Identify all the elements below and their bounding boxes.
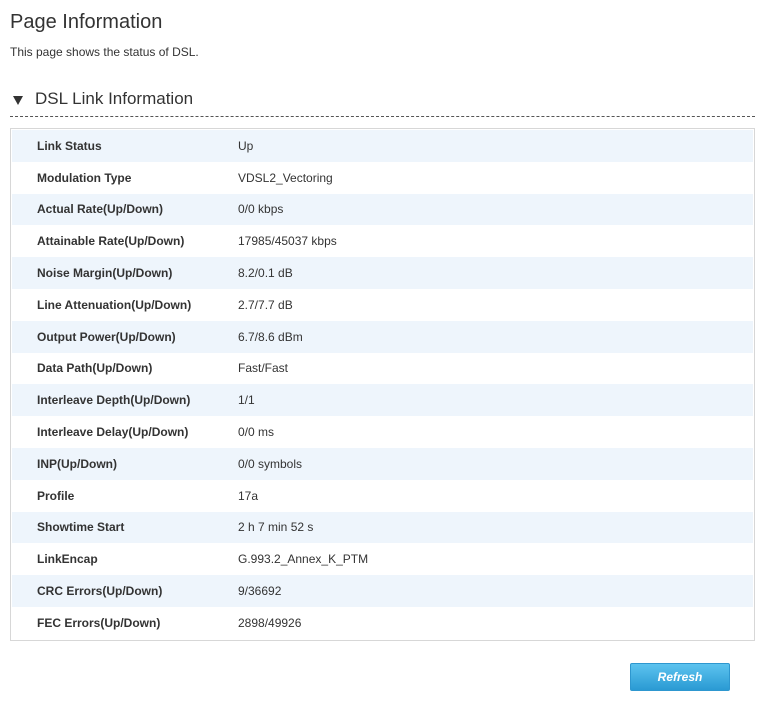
row-label: FEC Errors(Up/Down)	[37, 615, 161, 630]
row-label: Output Power(Up/Down)	[37, 329, 176, 344]
table-row: LinkEncap G.993.2_Annex_K_PTM	[12, 543, 753, 576]
row-value: Fast/Fast	[238, 361, 289, 376]
row-value: 0/0 ms	[238, 425, 275, 440]
table-row: CRC Errors(Up/Down) 9/36692	[12, 575, 753, 607]
row-value: 2 h 7 min 52 s	[238, 520, 314, 535]
row-value: 6.7/8.6 dBm	[238, 329, 303, 344]
row-label: Noise Margin(Up/Down)	[37, 266, 173, 281]
row-label: CRC Errors(Up/Down)	[37, 584, 163, 599]
row-value: 17a	[238, 488, 259, 503]
row-label: Interleave Depth(Up/Down)	[37, 393, 191, 408]
triangle-down-icon	[13, 96, 23, 105]
row-label: LinkEncap	[37, 552, 98, 567]
dsl-link-section-toggle[interactable]: DSL Link Information	[10, 88, 755, 117]
table-row: Profile 17a	[12, 479, 753, 512]
refresh-button[interactable]: Refresh	[630, 663, 730, 691]
row-label: Data Path(Up/Down)	[37, 361, 153, 376]
table-row: Showtime Start 2 h 7 min 52 s	[12, 511, 753, 544]
table-row: Interleave Delay(Up/Down) 0/0 ms	[12, 416, 753, 448]
table-row: FEC Errors(Up/Down) 2898/49926	[12, 606, 753, 639]
table-row: Modulation Type VDSL2_Vectoring	[12, 161, 753, 194]
table-row: Data Path(Up/Down) Fast/Fast	[12, 352, 753, 385]
row-label: Attainable Rate(Up/Down)	[37, 234, 185, 249]
table-row: Noise Margin(Up/Down) 8.2/0.1 dB	[12, 257, 753, 289]
row-label: Profile	[37, 488, 75, 503]
row-value: Up	[238, 138, 254, 153]
row-label: Link Status	[37, 138, 102, 153]
table-row: Output Power(Up/Down) 6.7/8.6 dBm	[12, 320, 753, 353]
row-label: Modulation Type	[37, 170, 132, 185]
table-row: Interleave Depth(Up/Down) 1/1	[12, 384, 753, 417]
table-row: Link Status Up	[12, 130, 753, 162]
page-description: This page shows the status of DSL.	[10, 45, 199, 59]
row-label: Interleave Delay(Up/Down)	[37, 425, 189, 440]
row-value: 0/0 kbps	[238, 202, 284, 217]
dsl-info-table: Link Status Up Modulation Type VDSL2_Vec…	[10, 128, 755, 641]
row-label: Showtime Start	[37, 520, 125, 535]
row-value: 17985/45037 kbps	[238, 234, 337, 249]
row-value: VDSL2_Vectoring	[238, 170, 333, 185]
page-title: Page Information	[10, 11, 163, 33]
row-value: 0/0 symbols	[238, 456, 303, 471]
row-value: 1/1	[238, 393, 255, 408]
section-title: DSL Link Information	[35, 89, 194, 108]
row-value: 2898/49926	[238, 615, 302, 630]
table-row: Actual Rate(Up/Down) 0/0 kbps	[12, 193, 753, 226]
row-label: INP(Up/Down)	[37, 456, 117, 471]
table-row: Attainable Rate(Up/Down) 17985/45037 kbp…	[12, 225, 753, 258]
row-value: G.993.2_Annex_K_PTM	[238, 552, 369, 567]
table-row: INP(Up/Down) 0/0 symbols	[12, 447, 753, 480]
row-value: 8.2/0.1 dB	[238, 266, 293, 281]
table-row: Line Attenuation(Up/Down) 2.7/7.7 dB	[12, 288, 753, 321]
row-value: 2.7/7.7 dB	[238, 297, 293, 312]
row-value: 9/36692	[238, 584, 282, 599]
row-label: Actual Rate(Up/Down)	[37, 202, 163, 217]
row-label: Line Attenuation(Up/Down)	[37, 297, 192, 312]
